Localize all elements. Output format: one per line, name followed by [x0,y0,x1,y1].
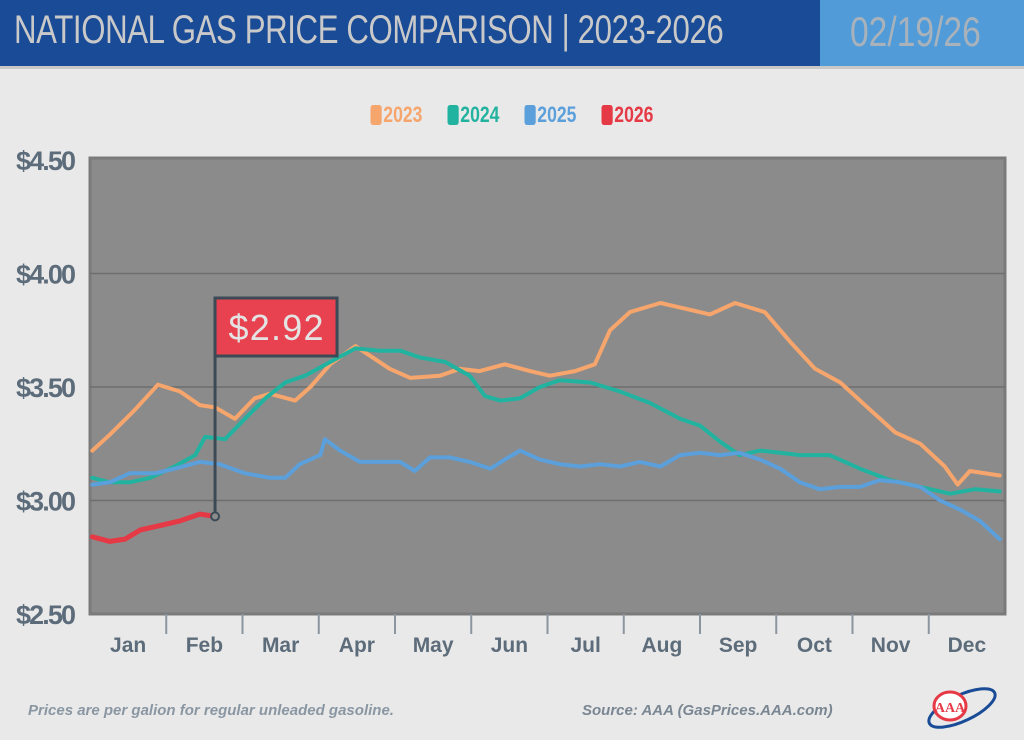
legend-swatch [601,105,613,125]
y-tick-label: $3.50 [16,373,76,403]
series-line-2025 [90,437,1002,542]
y-tick-label: $4.00 [16,260,76,290]
legend-swatch [524,105,536,125]
series-line-2026 [89,511,218,544]
legend-label: 2023 [383,102,423,127]
legend-item-2026: 2026 [601,102,653,128]
date-label: 02/19/26 [850,8,981,55]
x-tick-label: Apr [339,634,375,657]
footnote: Prices are per galion for regular unlead… [28,702,394,719]
callout-box [213,296,339,358]
legend-swatch [370,105,382,125]
date-box: 02/19/26 [820,0,1024,69]
series-line-2024 [90,346,1002,496]
callout-label: $2.92 [229,307,324,348]
header-bar: NATIONAL GAS PRICE COMPARISON | 2023-202… [0,0,820,69]
aaa-logo: AAA [927,687,997,729]
legend-label: 2026 [614,102,654,127]
x-tick-label: Mar [262,634,299,657]
legend-item-2023: 2023 [370,102,423,128]
x-tick-label: Oct [797,634,832,657]
legend-item-2025: 2025 [524,102,576,128]
x-tick-label: Jul [570,634,600,657]
series-line-2023 [90,301,1002,487]
legend-label: 2024 [460,102,500,127]
x-tick-label: Dec [948,634,987,657]
x-tick-label: May [413,634,454,657]
y-tick-label: $3.00 [16,487,76,517]
chart-title: NATIONAL GAS PRICE COMPARISON | 2023-202… [14,8,724,52]
y-tick-label: $2.50 [16,600,76,630]
x-tick-label: Sep [719,634,758,657]
x-tick-label: Aug [641,634,682,657]
legend-swatch [447,105,459,125]
x-tick-label: Jan [110,634,146,657]
x-tick-label: Feb [186,634,223,657]
x-tick-label: Nov [871,634,911,657]
y-tick-label: $4.50 [16,146,76,176]
legend-item-2024: 2024 [447,102,500,128]
svg-text:AAA: AAA [935,701,966,716]
legend-label: 2025 [537,102,577,127]
x-tick-label: Jun [491,634,528,657]
callout-point [210,511,221,522]
legend: 2023 2024 2025 2026 [0,102,1024,131]
source-note: Source: AAA (GasPrices.AAA.com) [582,702,833,719]
